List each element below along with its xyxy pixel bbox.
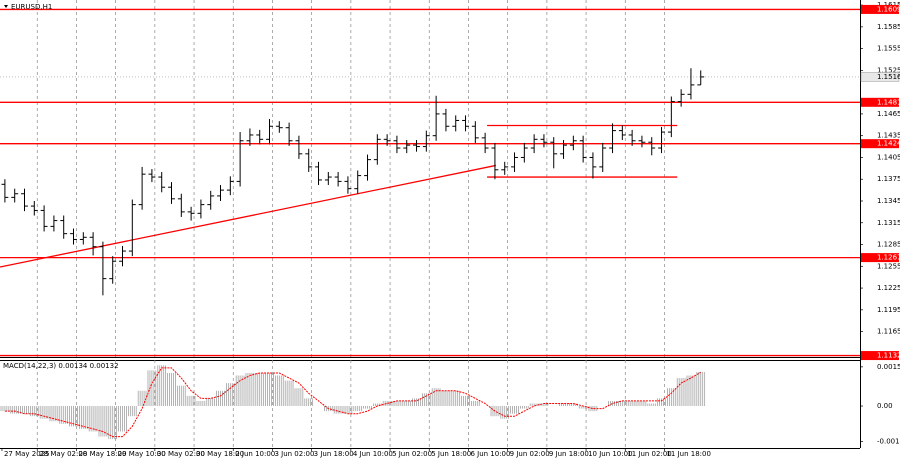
level-label: 1.1609 <box>877 5 900 13</box>
y-tick-label: 1.1165 <box>877 328 900 336</box>
y-tick-label: 1.1405 <box>877 153 900 161</box>
level-label-box <box>861 97 899 107</box>
price-bars <box>1 68 705 296</box>
y-tick-label: 1.1345 <box>877 197 900 205</box>
chart-title: EURUSD,H1 <box>11 3 52 11</box>
macd-title: MACD(14,22,3) 0.00134 0.00132 <box>3 362 119 370</box>
level-label-box <box>861 4 899 14</box>
current-price-box <box>860 72 900 82</box>
x-tick-label: 30 May 02:00 <box>157 450 205 458</box>
level-label-box <box>861 253 899 263</box>
levels <box>0 8 860 357</box>
x-tick-label: 27 May 2025 <box>4 450 50 458</box>
x-tick-label: 29 May 10:00 <box>118 450 166 458</box>
macd-hist-value: 0.00134 <box>58 362 87 370</box>
macd-name: MACD(14,22,3) <box>3 362 56 370</box>
grid <box>36 0 665 448</box>
x-tick-label: 10 Jun 10:00 <box>588 450 632 458</box>
y2-tick-label: -0.0014 <box>877 438 900 446</box>
level-label: 1.1424 <box>877 140 900 148</box>
x-tick-label: 9 Jun 18:00 <box>549 450 589 458</box>
x-tick-label: 28 May 18:00 <box>78 450 126 458</box>
x-tick-label: 11 Jun 02:00 <box>627 450 671 458</box>
y2-tick-label: 0.00154 <box>877 363 900 371</box>
x-tick-label: 3 Jun 02:00 <box>274 450 314 458</box>
x-tick-label: 2 Jun 10:00 <box>235 450 275 458</box>
y-tick-label: 1.1255 <box>877 262 900 270</box>
x-tick-label: 11 Jun 18:00 <box>666 450 710 458</box>
y-tick-label: 1.1555 <box>877 45 900 53</box>
macd-signal-value: 0.00132 <box>90 362 119 370</box>
level-label-box <box>861 351 899 361</box>
y-tick-label: 1.1435 <box>877 132 900 140</box>
y-tick-label: 1.1525 <box>877 66 900 74</box>
y-tick-label: 1.1375 <box>877 175 900 183</box>
y-tick-label: 1.1195 <box>877 306 900 314</box>
y-tick-label: 1.1225 <box>877 284 900 292</box>
y-tick-label: 1.1285 <box>877 241 900 249</box>
level-label: 1.1132 <box>877 352 900 360</box>
y-tick-label: 1.1465 <box>877 110 900 118</box>
x-tick-label: 5 Jun 18:00 <box>431 450 471 458</box>
level-label: 1.1481 <box>877 98 900 106</box>
y2-tick-label: 0.00 <box>877 402 893 410</box>
x-tick-label: 6 Jun 10:00 <box>470 450 510 458</box>
x-tick-label: 28 May 02:00 <box>39 450 87 458</box>
level-label: 1.1267 <box>877 254 900 262</box>
trendline <box>0 164 497 268</box>
x-tick-label: 3 Jun 18:00 <box>314 450 354 458</box>
x-tick-label: 5 Jun 02:00 <box>392 450 432 458</box>
level-label-box <box>861 139 899 149</box>
y-tick-label: 1.1585 <box>877 23 900 31</box>
x-tick-label: 30 May 18:00 <box>196 450 244 458</box>
x-tick-label: 4 Jun 10:00 <box>353 450 393 458</box>
current-price-label: 1.1516 <box>877 73 900 81</box>
menu-triangle <box>4 5 8 8</box>
y-tick-label: 1.1315 <box>877 219 900 227</box>
x-tick-label: 9 Jun 02:00 <box>510 450 550 458</box>
macd-panel <box>0 365 706 440</box>
